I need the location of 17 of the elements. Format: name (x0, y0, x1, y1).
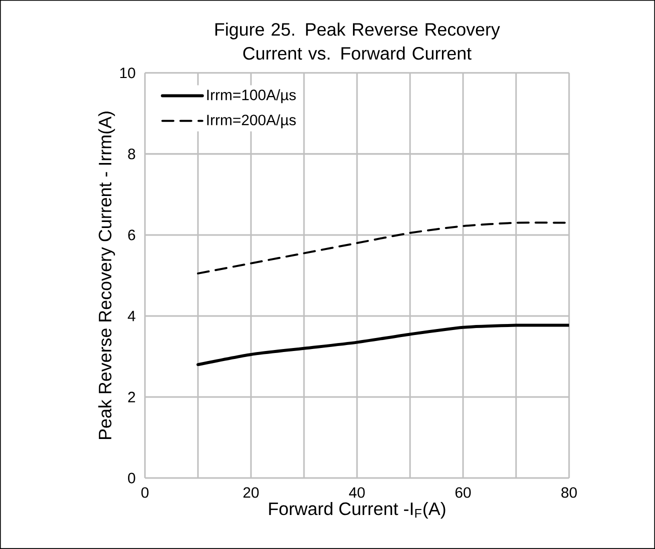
y-tick-label: 10 (120, 68, 136, 78)
y-tick-label: 4 (128, 310, 136, 322)
x-tick-label: 60 (455, 487, 471, 498)
line-series (196, 324, 570, 366)
y-tick-label: 0 (128, 472, 136, 484)
x-tick-label: 80 (561, 487, 577, 498)
y-tick-label: 2 (128, 392, 136, 402)
x-tick-label: 20 (243, 487, 259, 498)
x-tick-label: 40 (349, 487, 365, 498)
legend-label: Irrm=100A/µs (207, 89, 296, 104)
legend-label: Irrm=200A/µs (207, 114, 296, 128)
y-tick-label: 8 (128, 148, 136, 160)
y-tick-label: 6 (128, 230, 136, 240)
x-axis-title: Forward Current -I$_{F}$(A) (269, 502, 446, 519)
y-axis-title: Peak Reverse Recovery Current - Irrm(A) (98, 112, 115, 439)
x-tick-label: 0 (141, 487, 149, 498)
chart-title: Figure 25. Peak Reverse Recovery Current vs. Forward Current (215, 22, 500, 60)
